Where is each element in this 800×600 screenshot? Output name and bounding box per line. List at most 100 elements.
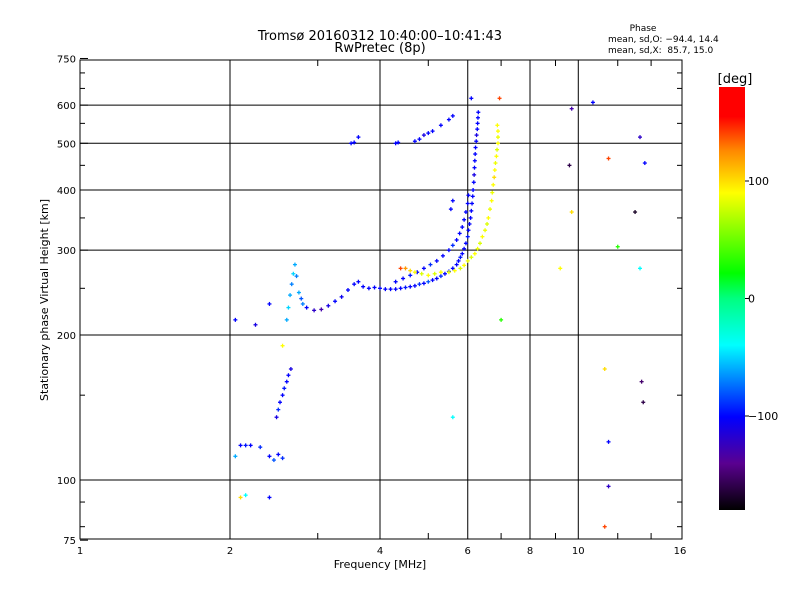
data-point	[312, 308, 317, 313]
data-point	[296, 290, 301, 295]
chart-title: Tromsø 20160312 10:40:00–10:41:43	[257, 29, 502, 44]
data-point	[569, 106, 574, 111]
data-point	[463, 210, 468, 215]
data-point	[569, 210, 574, 215]
y-tick-label: 400	[57, 186, 76, 197]
data-point	[450, 198, 455, 203]
data-point	[440, 253, 445, 258]
data-point	[491, 182, 496, 187]
data-point	[401, 276, 406, 281]
data-point	[393, 279, 398, 284]
x-tick-label: 10	[572, 546, 585, 557]
data-point	[469, 96, 474, 101]
data-point	[393, 287, 398, 292]
data-point	[486, 215, 491, 220]
data-point	[271, 458, 276, 463]
data-point	[421, 133, 426, 138]
data-point	[319, 307, 324, 312]
data-point	[339, 294, 344, 299]
data-point	[276, 407, 281, 412]
data-point	[606, 156, 611, 161]
data-point	[412, 283, 417, 288]
data-point	[233, 454, 238, 459]
data-point	[567, 163, 572, 168]
x-tick-label: 8	[527, 546, 533, 557]
data-point	[428, 262, 433, 267]
data-point	[558, 266, 563, 271]
data-point	[421, 281, 426, 286]
data-point	[280, 456, 285, 461]
y-axis-ticks: 75 100 200 300 400 500 600 750	[57, 54, 682, 547]
data-point	[378, 286, 382, 291]
data-point	[460, 225, 465, 230]
data-point	[233, 317, 238, 322]
data-point	[472, 251, 477, 256]
data-point	[408, 284, 413, 289]
data-point	[473, 145, 478, 150]
colorbar-tick-label: −100	[748, 410, 778, 423]
data-point	[492, 168, 497, 173]
data-point	[352, 282, 357, 287]
stats-heading: Phase	[630, 24, 657, 34]
data-point	[408, 268, 413, 273]
data-point	[288, 293, 293, 298]
data-point	[471, 180, 476, 185]
x-tick-label: 2	[227, 546, 233, 557]
data-point	[243, 493, 248, 498]
data-point	[490, 190, 495, 195]
data-point	[398, 266, 403, 271]
data-point	[469, 208, 474, 213]
data-point	[304, 305, 309, 310]
data-point	[458, 255, 463, 260]
x-tick-label: 6	[465, 546, 471, 557]
stats-o-line: mean, sd,O: −94.4, 14.4	[608, 35, 719, 45]
data-points	[233, 96, 647, 529]
data-point	[465, 258, 470, 263]
data-point	[494, 154, 499, 159]
data-point	[267, 301, 272, 306]
data-point	[280, 393, 285, 398]
data-point	[356, 279, 361, 284]
data-point	[495, 141, 500, 146]
data-point	[299, 296, 304, 301]
data-point	[438, 270, 443, 275]
data-point	[465, 201, 470, 206]
y-tick-label: 75	[63, 536, 76, 547]
data-point	[466, 228, 471, 233]
data-point	[356, 135, 361, 140]
data-point	[366, 286, 371, 291]
data-point	[463, 241, 468, 246]
data-point	[393, 141, 398, 146]
data-point	[278, 400, 283, 405]
data-point	[642, 161, 647, 166]
data-point	[434, 258, 439, 263]
y-tick-label: 200	[57, 331, 76, 342]
data-point	[462, 217, 467, 222]
data-point	[615, 244, 620, 249]
data-point	[641, 400, 646, 405]
data-point	[469, 255, 474, 260]
data-point	[292, 262, 297, 267]
colorbar-ticks: 100 0 −100	[745, 175, 778, 423]
y-tick-label: 300	[57, 246, 76, 257]
data-point	[294, 274, 299, 279]
data-point	[274, 415, 279, 420]
data-point	[454, 237, 459, 242]
plot-frame	[79, 59, 683, 540]
data-point	[388, 287, 393, 292]
data-point	[467, 221, 472, 226]
data-point	[267, 495, 272, 500]
data-point	[284, 379, 289, 384]
data-point	[497, 96, 502, 101]
data-point	[361, 284, 366, 289]
data-point	[456, 258, 461, 263]
y-axis-label: Stationary phase Virtual Height [km]	[38, 199, 51, 401]
data-point	[473, 152, 478, 157]
data-point	[495, 123, 500, 128]
data-point	[495, 147, 500, 152]
data-point	[495, 135, 500, 140]
data-point	[276, 452, 281, 457]
data-point	[432, 271, 437, 276]
data-point	[438, 274, 443, 279]
